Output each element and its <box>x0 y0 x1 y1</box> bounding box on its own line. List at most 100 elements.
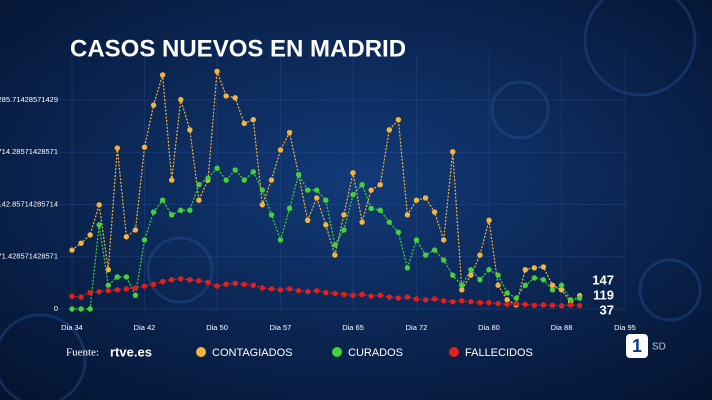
y-tick-label: 571.428571428571 <box>0 252 58 261</box>
data-point <box>223 93 229 99</box>
data-point <box>314 288 320 294</box>
data-point <box>305 217 311 224</box>
data-point <box>87 306 93 312</box>
data-point <box>567 297 574 303</box>
data-point <box>359 291 365 298</box>
data-point <box>169 277 175 283</box>
data-point <box>522 301 528 308</box>
data-point <box>150 281 157 288</box>
y-tick-label: 1714.28571428571 <box>0 147 58 156</box>
data-point <box>450 149 456 155</box>
data-point <box>132 227 139 233</box>
data-point <box>368 205 374 212</box>
data-point <box>522 282 528 288</box>
data-point <box>250 169 257 175</box>
data-point <box>368 293 374 299</box>
data-point <box>504 290 510 296</box>
legend-marker <box>449 347 459 357</box>
data-point <box>504 301 510 308</box>
data-point <box>87 289 93 296</box>
data-point <box>295 171 302 178</box>
data-point <box>78 240 84 246</box>
data-point <box>150 102 157 108</box>
data-point <box>214 68 220 74</box>
x-tick-label: Dia 34 <box>61 323 83 332</box>
data-point <box>295 288 302 294</box>
data-point <box>96 288 102 295</box>
data-point <box>159 278 166 285</box>
data-point <box>386 127 392 133</box>
y-tick-label: 0 <box>54 304 58 313</box>
data-point <box>96 222 102 228</box>
x-tick-label: Dia 95 <box>614 323 636 332</box>
data-point <box>549 282 556 288</box>
data-point <box>123 286 130 292</box>
data-point <box>459 287 465 293</box>
data-point <box>78 294 84 300</box>
data-point <box>422 297 429 303</box>
data-point <box>513 295 519 301</box>
data-point <box>341 212 347 218</box>
data-point <box>450 272 456 278</box>
data-point <box>286 286 293 292</box>
x-tick-label: Dia 72 <box>406 323 428 332</box>
data-point <box>114 145 121 151</box>
data-point <box>78 306 84 312</box>
data-point <box>431 247 438 253</box>
data-point <box>576 295 583 301</box>
data-point <box>404 212 411 218</box>
data-point <box>96 202 102 208</box>
data-point <box>105 288 111 294</box>
data-point <box>422 195 429 201</box>
data-point <box>196 277 202 284</box>
data-point <box>241 281 247 288</box>
data-point <box>305 187 311 193</box>
data-point <box>413 296 420 302</box>
data-point <box>522 266 528 273</box>
data-point <box>150 209 157 215</box>
data-point <box>178 276 184 282</box>
data-point <box>440 237 447 243</box>
data-point <box>377 207 383 213</box>
data-point <box>377 292 383 298</box>
data-point <box>323 289 329 296</box>
data-point <box>286 129 293 136</box>
data-point <box>477 277 483 283</box>
y-tick-label: 2285.71428571429 <box>0 95 58 104</box>
data-point <box>214 283 220 289</box>
data-point <box>486 299 492 306</box>
data-point <box>105 282 111 288</box>
data-point <box>314 195 320 201</box>
data-point <box>178 207 184 213</box>
data-point <box>495 300 501 307</box>
data-point <box>377 181 383 188</box>
data-point <box>332 242 338 248</box>
data-point <box>141 144 148 150</box>
data-point <box>413 237 420 243</box>
data-point <box>477 252 483 258</box>
data-point <box>368 187 374 193</box>
data-point <box>169 212 175 218</box>
data-point <box>141 283 148 289</box>
data-point <box>495 272 501 278</box>
data-point <box>386 219 392 225</box>
data-point <box>132 285 139 291</box>
data-point <box>332 290 338 297</box>
data-point <box>468 272 474 278</box>
data-point <box>567 302 574 308</box>
data-point <box>223 281 229 288</box>
data-point <box>350 192 356 198</box>
data-point <box>323 222 329 228</box>
data-point <box>259 202 266 208</box>
data-point <box>223 177 229 183</box>
source: rtve.es <box>110 344 152 359</box>
data-point <box>114 287 121 293</box>
data-point <box>359 219 365 225</box>
data-point <box>576 302 583 309</box>
data-point <box>558 303 565 309</box>
end-label: 119 <box>593 287 614 302</box>
data-point <box>459 298 465 304</box>
